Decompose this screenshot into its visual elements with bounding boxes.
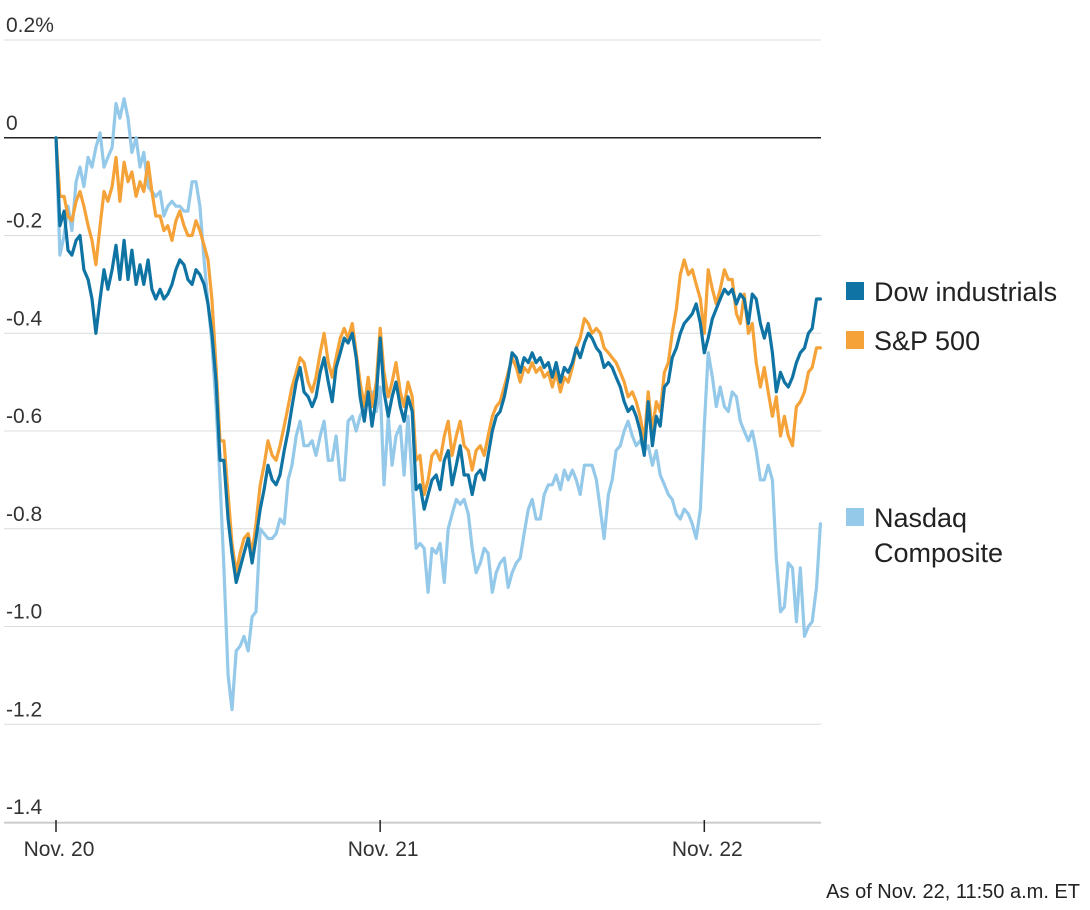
- series-line-dow-industrials: [54, 136, 822, 585]
- legend-swatch: [846, 331, 864, 349]
- legend-label: Dow industrials: [874, 277, 1057, 307]
- legend-swatch: [846, 282, 864, 300]
- y-tick-label: 0.2%: [6, 14, 54, 37]
- x-tick-label: Nov. 22: [672, 838, 743, 861]
- series-lines: [54, 97, 822, 712]
- y-tick-label: -0.2: [6, 210, 42, 233]
- x-tick-label: Nov. 21: [348, 838, 419, 861]
- y-tick-label: -1.0: [6, 601, 42, 624]
- y-tick-label: -0.4: [6, 307, 43, 330]
- y-tick-label: -0.8: [6, 503, 42, 526]
- y-tick-label: -1.2: [6, 698, 42, 721]
- footnote: As of Nov. 22, 11:50 a.m. ET: [826, 881, 1080, 903]
- legend-label: Nasdaq Composite: [874, 503, 1003, 568]
- x-tick-label: Nov. 20: [24, 838, 95, 861]
- y-tick-label: 0: [6, 112, 18, 135]
- series-line-nasdaq-composite: [54, 97, 822, 712]
- legend-swatch: [846, 508, 864, 526]
- y-tick-label: -0.6: [6, 405, 42, 428]
- legend: Dow industrials S&P 500 Nasdaq Composite: [846, 277, 1057, 568]
- y-tick-label: -1.4: [6, 796, 43, 819]
- legend-label: S&P 500: [874, 326, 980, 356]
- x-axis: Nov. 20 Nov. 21 Nov. 22: [4, 820, 821, 861]
- y-axis-tick-labels: 0.2% 0 -0.2 -0.4 -0.6 -0.8 -1.0 -1.2 -1.4: [6, 14, 54, 819]
- series-line-s-p-500: [54, 136, 822, 575]
